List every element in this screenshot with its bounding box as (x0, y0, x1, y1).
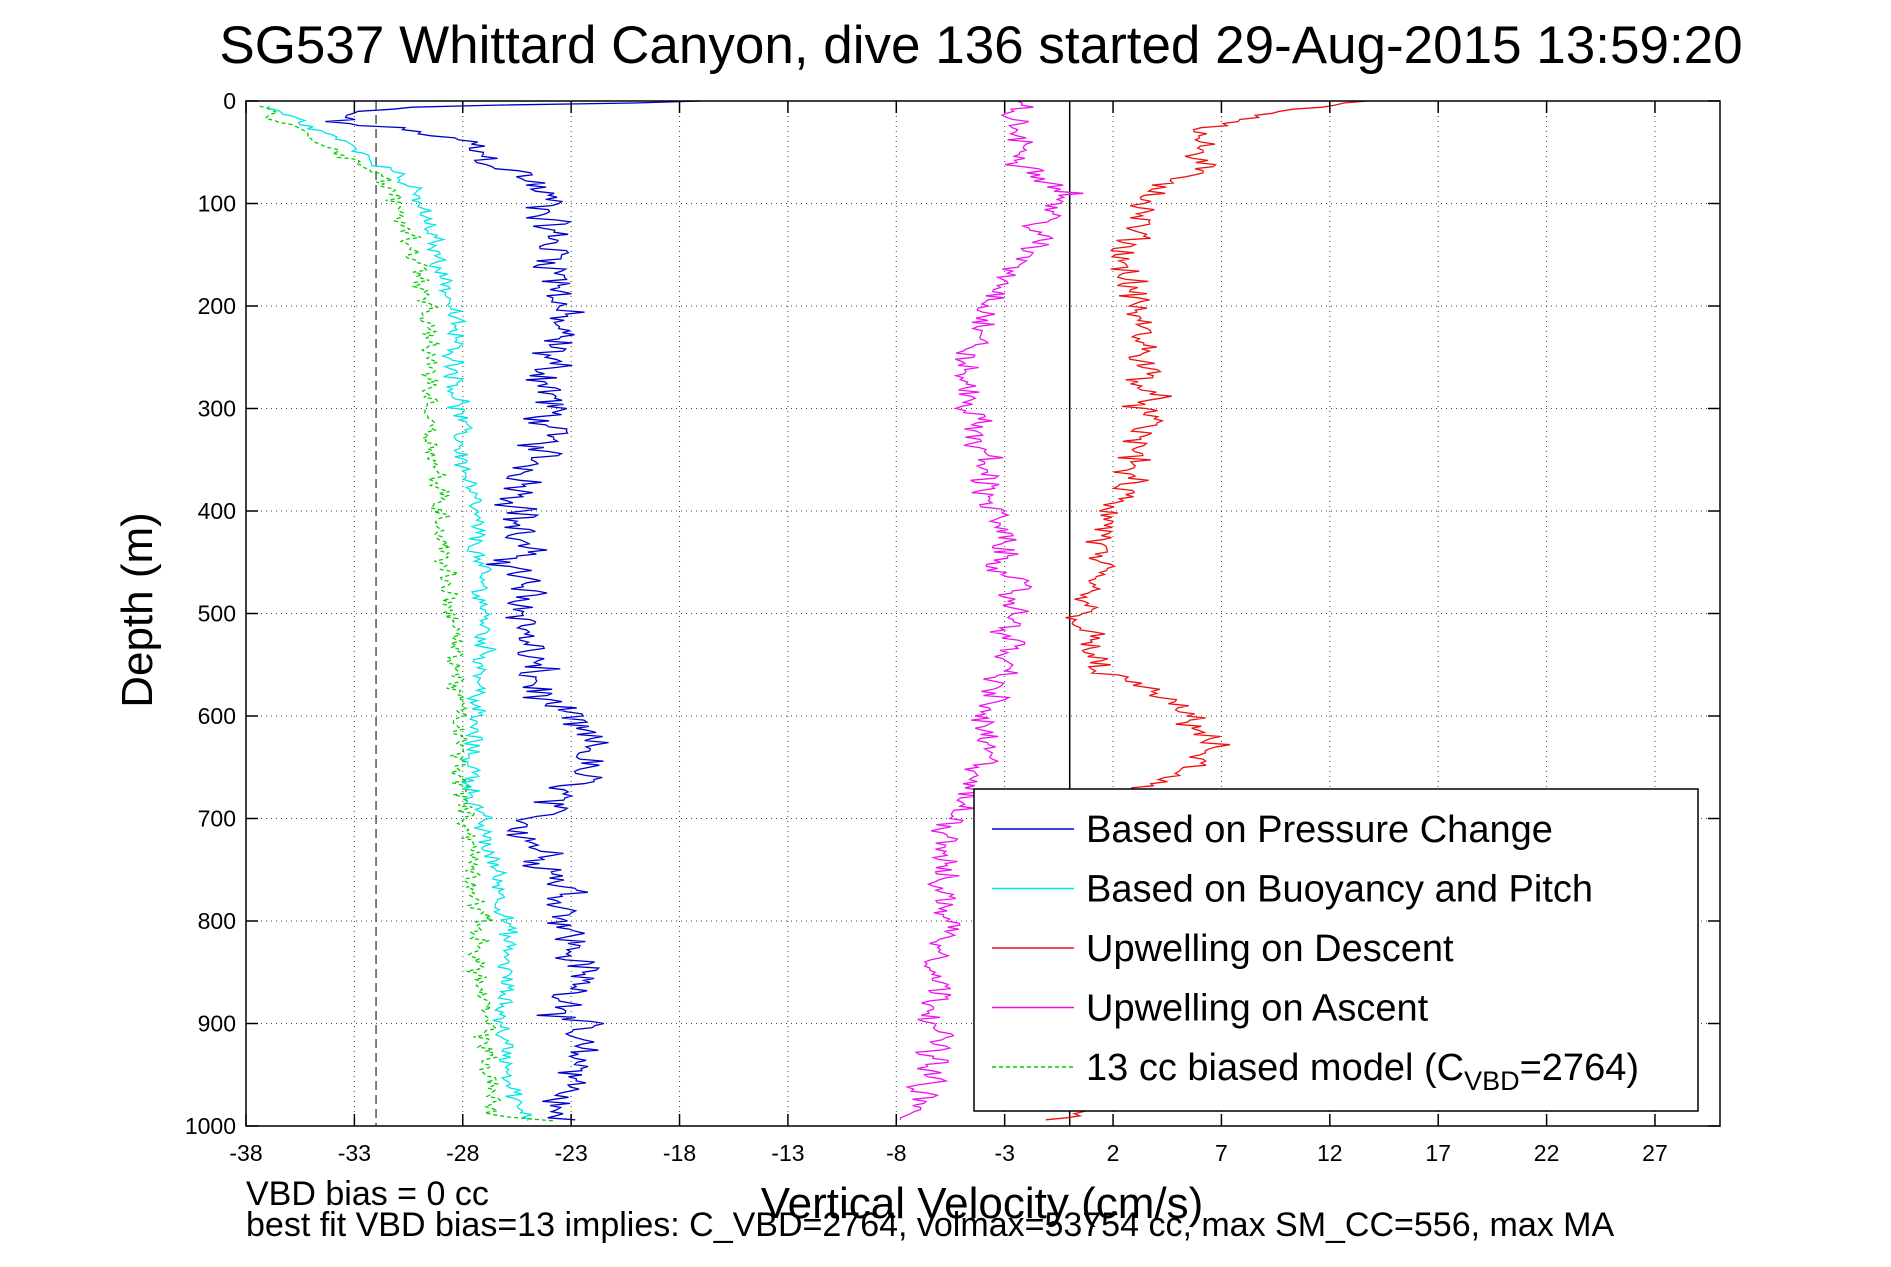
legend-label-1: Based on Pressure Change (1086, 809, 1553, 851)
y-tick-label: 200 (198, 293, 236, 319)
series-layer (259, 100, 1368, 1122)
x-tick-label: 22 (1534, 1140, 1560, 1166)
y-tick-label: 700 (198, 806, 236, 832)
x-tick-label: -8 (886, 1140, 906, 1166)
x-tick-label: -18 (663, 1140, 696, 1166)
chart-title: SG537 Whittard Canyon, dive 136 started … (219, 16, 1742, 75)
y-tick-label: 500 (198, 601, 236, 627)
series-line-4 (899, 100, 1084, 1120)
y-tick-label: 0 (223, 88, 236, 114)
y-tick-label: 400 (198, 498, 236, 524)
y-tick-label: 900 (198, 1011, 236, 1037)
legend: Based on Pressure Change Based on Buoyanc… (973, 788, 1699, 1112)
x-tick-label: -33 (338, 1140, 371, 1166)
y-tick-label: 600 (198, 703, 236, 729)
x-tick-label: 7 (1215, 1140, 1228, 1166)
footer-best-fit-note: best fit VBD bias=13 implies: C_VBD=2764… (246, 1206, 1615, 1244)
x-tick-label: -3 (994, 1140, 1014, 1166)
footer-bias-note: VBD bias = 0 cc (246, 1175, 489, 1213)
series-line-5 (259, 105, 555, 1122)
axes (245, 100, 1721, 1127)
x-tick-label: -23 (555, 1140, 588, 1166)
y-tick-label: 300 (198, 396, 236, 422)
series-line-1 (325, 100, 701, 1121)
legend-label-3: Upwelling on Descent (1086, 928, 1454, 970)
y-tick-label: 1000 (185, 1113, 236, 1139)
legend-label-2: Based on Buoyancy and Pitch (1086, 869, 1593, 911)
x-tick-label: 17 (1425, 1140, 1451, 1166)
legend-label-5: 13 cc biased model (CVBD=2764) (1086, 1047, 1639, 1096)
legend-label-4: Upwelling on Ascent (1086, 988, 1429, 1030)
series-line-2 (266, 105, 533, 1121)
y-axis-label: Depth (m) (113, 512, 162, 708)
y-tick-label: 800 (198, 908, 236, 934)
tick-labels: -38 -33 -28 -23 -18 -13 -8 -3 2 7 12 17 22 2701002003… (185, 88, 1668, 1166)
x-tick-label: -28 (446, 1140, 479, 1166)
x-tick-label: 12 (1317, 1140, 1343, 1166)
x-axis-label: Vertical Velocity (cm/s) (761, 1179, 1204, 1228)
x-tick-label: 2 (1107, 1140, 1120, 1166)
x-tick-label: -13 (771, 1140, 804, 1166)
x-tick-label: 27 (1642, 1140, 1668, 1166)
x-tick-label: -38 (229, 1140, 262, 1166)
y-tick-label: 100 (198, 191, 236, 217)
legend-box (973, 788, 1699, 1112)
grid-lines (245, 100, 1720, 1127)
